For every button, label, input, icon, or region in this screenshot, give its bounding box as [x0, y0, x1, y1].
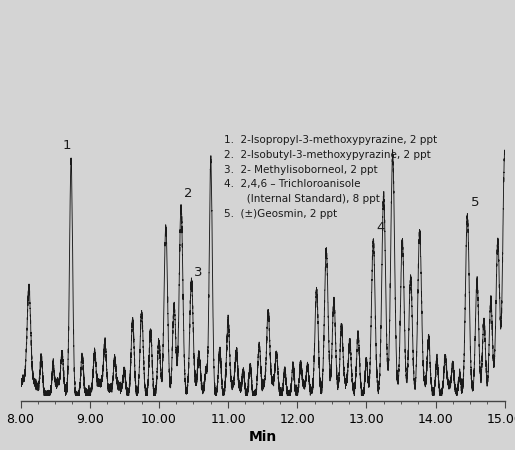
- Text: 5: 5: [471, 197, 479, 209]
- Text: 1.  2-Isopropyl-3-methoxypyrazine, 2 ppt
2.  2-Isobutyl-3-methoxypyrazine, 2 ppt: 1. 2-Isopropyl-3-methoxypyrazine, 2 ppt …: [224, 135, 437, 219]
- Text: 1: 1: [62, 140, 71, 153]
- X-axis label: Min: Min: [249, 430, 277, 444]
- Text: 4: 4: [377, 221, 385, 234]
- Text: 3: 3: [194, 266, 203, 279]
- Text: 2: 2: [184, 186, 192, 199]
